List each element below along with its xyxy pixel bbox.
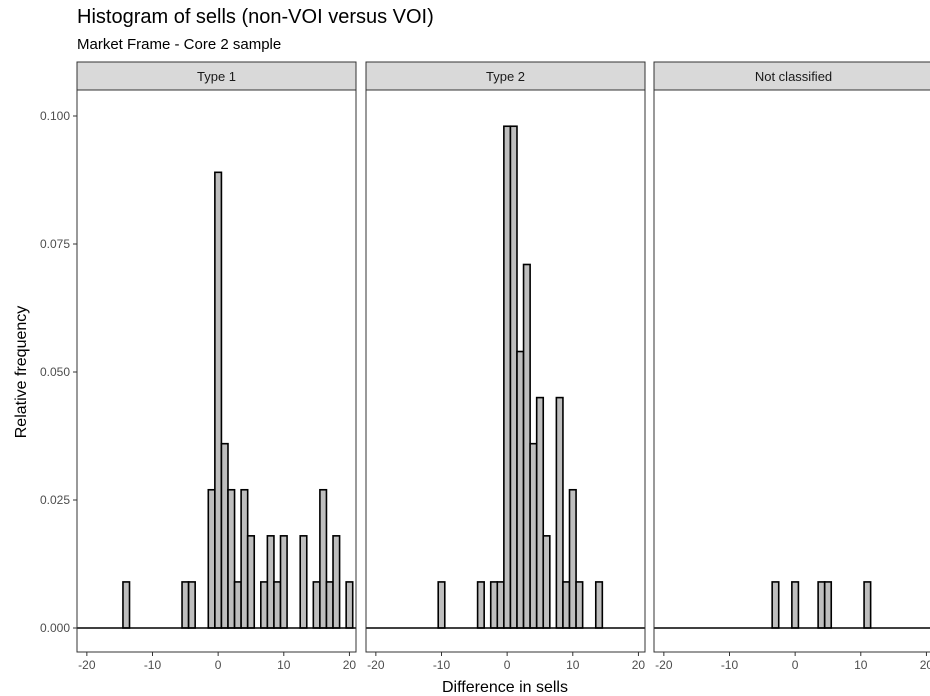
chart-subtitle: Market Frame - Core 2 sample <box>77 36 282 53</box>
histogram-bar <box>266 535 275 629</box>
y-tick-label: 0.025 <box>40 493 70 507</box>
histogram-bar <box>542 535 551 629</box>
histogram-bar <box>345 581 354 629</box>
histogram-bar <box>529 442 538 629</box>
histogram-bar <box>476 581 485 629</box>
x-tick-label: -10 <box>721 658 739 672</box>
facet-strip <box>365 61 646 91</box>
histogram-bar <box>817 581 826 629</box>
x-tick-label: 10 <box>854 658 868 672</box>
histogram-bar <box>299 535 308 629</box>
histogram-bar <box>233 581 242 629</box>
histogram-bar <box>220 442 229 629</box>
y-axis-label: Relative frequency <box>13 306 30 439</box>
histogram-bar <box>279 535 288 629</box>
histogram-bar <box>771 581 780 629</box>
x-tick-label: 20 <box>920 658 930 672</box>
histogram-bar <box>594 581 604 629</box>
facet-strip <box>76 61 357 91</box>
histogram-bar <box>509 125 518 629</box>
histogram-bar <box>325 581 334 629</box>
histogram-bar <box>122 581 131 629</box>
x-tick-label: -20 <box>655 658 673 672</box>
facet-panel: Not classified -20 -10 0 10 20 <box>653 61 930 672</box>
histogram-bar <box>496 581 505 629</box>
panel-border <box>76 89 357 653</box>
histogram-bar <box>489 581 499 629</box>
y-tick-label: 0.050 <box>40 365 70 379</box>
histogram-bar <box>187 581 196 629</box>
x-tick-label: 20 <box>343 658 357 672</box>
histogram-bar <box>181 581 190 629</box>
histogram-bar <box>273 581 282 629</box>
histogram-bar <box>555 396 564 629</box>
x-tick-label: 0 <box>215 658 222 672</box>
x-tick-label: 10 <box>566 658 580 672</box>
histogram-bar <box>319 488 328 629</box>
facet-strip-label: Type 1 <box>197 69 236 84</box>
histogram-bar <box>503 125 512 629</box>
histogram-bar <box>568 488 577 629</box>
histogram-bar <box>207 488 216 629</box>
x-axis-label: Difference in sells <box>442 679 568 696</box>
y-tick-label: 0.075 <box>40 237 70 251</box>
x-tick-label: -10 <box>144 658 162 672</box>
histogram-bar <box>516 350 525 629</box>
histogram-bar <box>522 263 531 629</box>
x-tick-label: -20 <box>78 658 96 672</box>
histogram-bar <box>437 581 446 629</box>
histogram-bar <box>562 581 571 629</box>
facet-strip-label: Type 2 <box>486 69 525 84</box>
chart-title: Histogram of sells (non-VOI versus VOI) <box>77 6 434 28</box>
panel-background <box>654 90 930 652</box>
x-tick-label: 0 <box>504 658 511 672</box>
histogram-bar <box>791 581 800 629</box>
histogram-bar <box>246 535 256 629</box>
histogram-bar <box>240 488 249 629</box>
y-tick-label: 0.000 <box>40 621 70 635</box>
histogram-bar <box>214 171 223 629</box>
histogram-bar <box>575 581 584 629</box>
histogram-bar <box>260 581 269 629</box>
x-tick-label: 20 <box>632 658 646 672</box>
x-tick-label: 0 <box>792 658 799 672</box>
histogram-bar <box>823 581 833 629</box>
histogram-bar <box>535 396 545 629</box>
facet-strip-label: Not classified <box>755 69 832 84</box>
histogram-bar <box>312 581 321 629</box>
facet-panel: Type 2 -20 -10 0 10 20 <box>365 61 646 672</box>
facet-panel: Type 1 -20 -10 0 10 20 <box>76 61 357 672</box>
x-tick-label: -10 <box>433 658 451 672</box>
y-tick-label: 0.100 <box>40 109 70 123</box>
panel-border <box>653 89 930 653</box>
x-tick-label: -20 <box>367 658 385 672</box>
panel-border <box>365 89 646 653</box>
histogram-bar <box>227 488 236 629</box>
histogram-bar <box>332 535 341 629</box>
x-tick-label: 10 <box>277 658 291 672</box>
histogram-bar <box>863 581 872 629</box>
